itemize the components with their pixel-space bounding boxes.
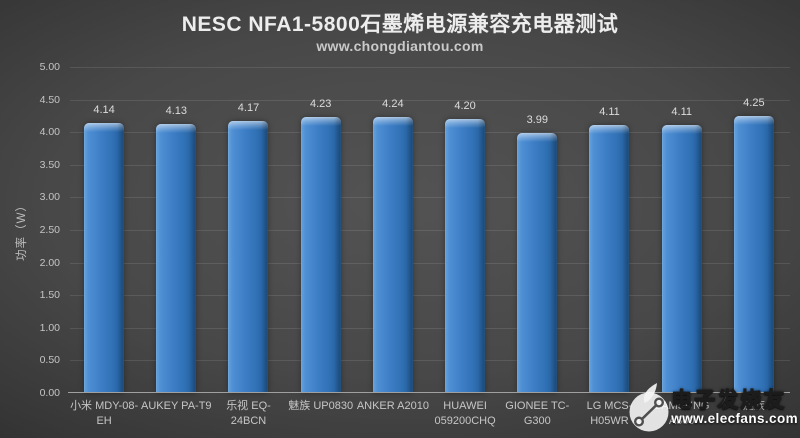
bar-column: 4.20 xyxy=(429,67,501,393)
gridline xyxy=(70,230,790,231)
bar-column: 3.99 xyxy=(501,67,573,394)
y-axis-tick-label: 0.50 xyxy=(39,354,60,367)
watermark-site-name: 电子发烧友 xyxy=(671,388,787,412)
bar xyxy=(445,119,486,393)
bar-column: 4.11 xyxy=(646,67,718,393)
y-axis-tick-label: 0.00 xyxy=(39,387,60,399)
bar-value-label: 4.17 xyxy=(237,102,260,115)
x-axis-label: GIONEE TC- G300 xyxy=(505,400,570,427)
chart-title: NESC NFA1-5800石墨烯电源兼容充电器测试 xyxy=(181,13,619,36)
y-axis-tick-label: 2.50 xyxy=(39,224,60,236)
bar-value-label: 4.13 xyxy=(165,104,187,117)
gridline xyxy=(70,295,790,297)
plot-area: 4.14 4.13 4.17 4.23 4.24 4.20 3.99 4.11 4.11 4.25 xyxy=(68,67,790,394)
bar-column: 4.17 xyxy=(212,67,284,393)
bar xyxy=(589,125,630,393)
bar xyxy=(661,125,702,393)
gridline xyxy=(70,99,790,101)
y-axis-tick-label: 4.50 xyxy=(39,93,60,106)
bar-column: 4.14 xyxy=(68,67,140,393)
y-axis-tick-label: 2.00 xyxy=(39,256,60,269)
bar xyxy=(228,121,269,393)
x-axis-label: 魅族 xyxy=(742,400,765,412)
bar-value-label: 4.23 xyxy=(309,98,332,111)
x-axis-label: 小米 MDY-08- EH xyxy=(70,400,139,427)
bar-column: 4.24 xyxy=(357,67,429,394)
gridline xyxy=(70,360,790,362)
watermark-site-url: www.elecfans.com xyxy=(671,410,798,426)
y-axis-tick-label: 1.50 xyxy=(39,289,60,302)
y-axis-tick-label: 3.00 xyxy=(39,191,60,204)
bar xyxy=(156,123,197,394)
chart-subtitle: www.chongdiantou.com xyxy=(316,38,484,54)
x-axis-label: 乐视 EQ-24BCN xyxy=(226,400,271,427)
bar xyxy=(372,116,413,394)
bar xyxy=(517,132,558,394)
gridline xyxy=(70,197,790,199)
gridline xyxy=(70,67,790,68)
y-axis-tick-label: 5.00 xyxy=(39,61,60,73)
bar-value-label: 4.24 xyxy=(382,97,404,110)
bar-value-label: 4.11 xyxy=(671,106,692,119)
x-axis-label: AUKEY PA-T9 xyxy=(141,400,212,412)
gridline xyxy=(70,262,790,264)
bar-column: 4.23 xyxy=(285,67,357,393)
x-axis-label: 魅族 UP0830 xyxy=(288,400,354,412)
bar-column: 4.13 xyxy=(140,67,212,394)
x-axis-label: LG MCS- H05WR xyxy=(586,400,633,427)
watermark: 电子发烧友 www.elecfans.com xyxy=(627,382,798,434)
y-axis-tick-label: 1.00 xyxy=(39,321,60,334)
bar-value-label: 4.20 xyxy=(454,100,476,113)
y-axis-tick-label: 4.00 xyxy=(39,126,60,139)
x-axis-label: ANKER A2010 xyxy=(356,400,429,412)
bar-value-label: 4.11 xyxy=(599,106,620,119)
elecfans-logo-icon xyxy=(629,383,669,432)
bar xyxy=(84,123,125,393)
bar-value-label: 3.99 xyxy=(526,113,548,126)
bar-value-label: 4.14 xyxy=(93,104,115,117)
x-axis-line xyxy=(68,392,790,393)
bar xyxy=(733,115,774,394)
gridline xyxy=(70,132,790,134)
bar xyxy=(300,117,341,393)
y-axis-tick-label: 3.50 xyxy=(39,158,60,171)
gridline xyxy=(70,327,790,329)
bar-column: 4.25 xyxy=(718,67,790,394)
bar-value-label: 4.25 xyxy=(743,96,765,109)
bar-column: 4.11 xyxy=(573,67,645,393)
gridline xyxy=(70,164,790,166)
x-axis-label: HUAWEI 059200CHQ xyxy=(434,400,496,427)
